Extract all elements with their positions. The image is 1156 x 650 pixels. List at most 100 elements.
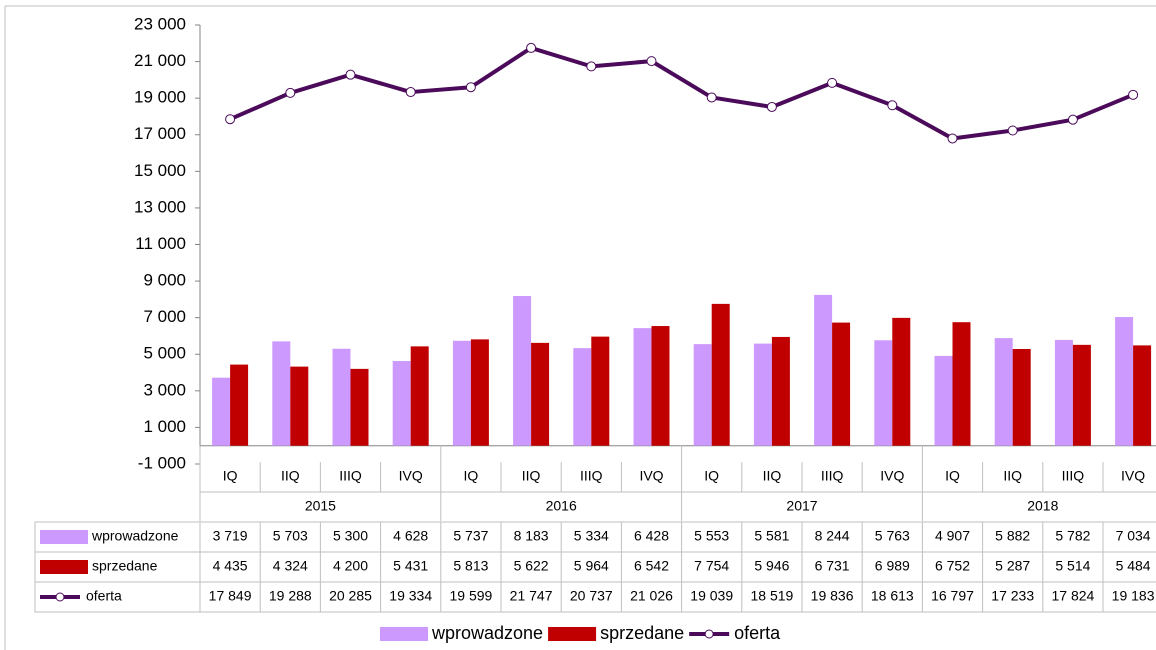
x-tick-label: IIIQ: [821, 468, 844, 484]
table-cell: 5 581: [754, 528, 789, 544]
table-legend-key: [40, 530, 88, 544]
bar: [874, 340, 893, 446]
x-tick-label: IVQ: [1121, 468, 1145, 484]
year-label: 2016: [546, 498, 577, 514]
legend-label: wprowadzone: [431, 623, 543, 643]
table-cell: 21 026: [630, 588, 673, 604]
bar: [934, 355, 953, 446]
legend-key-marker: [704, 629, 714, 639]
line-marker: [827, 77, 838, 88]
x-tick-label: IQ: [945, 468, 960, 484]
table-cell: 19 039: [690, 588, 733, 604]
table-cell: 4 907: [935, 528, 970, 544]
table-cell: 21 747: [510, 588, 553, 604]
bar: [1133, 345, 1152, 446]
y-tick-label: 23 000: [134, 14, 186, 33]
line-marker: [225, 114, 236, 125]
table-cell: 5 946: [754, 558, 789, 574]
x-tick-label: IVQ: [880, 468, 904, 484]
table-cell: 18 613: [871, 588, 914, 604]
table-border: [34, 521, 1156, 613]
line-marker: [947, 133, 958, 144]
table-cell: 6 428: [634, 528, 669, 544]
bar: [892, 317, 911, 446]
bar: [410, 346, 429, 446]
table-cell: 5 287: [995, 558, 1030, 574]
bar: [290, 366, 309, 446]
legend-label: oferta: [734, 623, 781, 643]
y-tick-label: 7 000: [143, 307, 186, 326]
bar: [212, 377, 231, 446]
table-legend-key: [40, 560, 88, 574]
table-cell: 7 034: [1116, 528, 1151, 544]
x-tick-label: IVQ: [639, 468, 663, 484]
bar: [392, 361, 411, 446]
table-cell: 6 731: [815, 558, 850, 574]
line-marker: [1007, 125, 1018, 136]
line-marker: [405, 87, 416, 98]
table-cell: 5 431: [393, 558, 428, 574]
y-tick-label: 3 000: [143, 380, 186, 399]
bar: [832, 322, 851, 446]
bar: [350, 368, 369, 446]
bar: [1115, 317, 1134, 446]
table-row-label: wprowadzone: [91, 528, 179, 544]
table-cell: 19 599: [449, 588, 492, 604]
bar: [651, 326, 670, 446]
bar: [771, 336, 790, 446]
y-tick-label: 11 000: [135, 234, 186, 253]
x-tick-label: IQ: [464, 468, 479, 484]
legend-key: [380, 627, 428, 641]
bar: [452, 340, 471, 446]
line-marker: [526, 42, 537, 53]
table-cell: 17 233: [991, 588, 1034, 604]
line-marker: [1067, 114, 1078, 125]
table-cell: 6 752: [935, 558, 970, 574]
year-label: 2017: [786, 498, 817, 514]
y-tick-label: 5 000: [143, 344, 186, 363]
table-cell: 19 334: [389, 588, 432, 604]
line-marker: [706, 92, 717, 103]
bar: [711, 303, 730, 446]
x-tick-label: IIQ: [522, 468, 541, 484]
line-marker: [1128, 89, 1139, 100]
line-marker: [345, 69, 356, 80]
table-cell: 5 553: [694, 528, 729, 544]
line-marker: [465, 82, 476, 93]
table-cell: 5 964: [574, 558, 609, 574]
bar: [470, 339, 489, 446]
x-tick-label: IIIQ: [580, 468, 603, 484]
line-marker: [887, 100, 898, 111]
table-cell: 5 300: [333, 528, 368, 544]
x-tick-label: IIIQ: [339, 468, 362, 484]
line-marker: [586, 61, 597, 72]
y-tick-label: 1 000: [143, 417, 186, 436]
bar: [633, 328, 652, 446]
line: [229, 45, 1134, 141]
bar: [1072, 344, 1091, 446]
y-tick-label: -1 000: [138, 453, 186, 472]
table-cell: 7 754: [694, 558, 729, 574]
year-label: 2015: [305, 498, 336, 514]
table-cell: 8 183: [514, 528, 549, 544]
y-tick-label: 13 000: [134, 197, 186, 216]
table-cell: 19 836: [811, 588, 854, 604]
x-tick-label: IIQ: [763, 468, 782, 484]
table-row-label: oferta: [86, 588, 122, 604]
table-cell: 4 200: [333, 558, 368, 574]
table-row-label: sprzedane: [92, 558, 158, 574]
table-cell: 5 763: [875, 528, 910, 544]
bar: [753, 343, 772, 446]
x-tick-label: IIQ: [1003, 468, 1022, 484]
year-label: 2018: [1027, 498, 1058, 514]
x-tick-label: IQ: [704, 468, 719, 484]
table-cell: 5 782: [1055, 528, 1090, 544]
table-cell: 6 989: [875, 558, 910, 574]
bar: [272, 341, 291, 446]
legend-key: [548, 627, 597, 641]
table-cell: 5 813: [453, 558, 488, 574]
table-cell: 5 484: [1116, 558, 1151, 574]
x-tick-label: IIQ: [281, 468, 300, 484]
